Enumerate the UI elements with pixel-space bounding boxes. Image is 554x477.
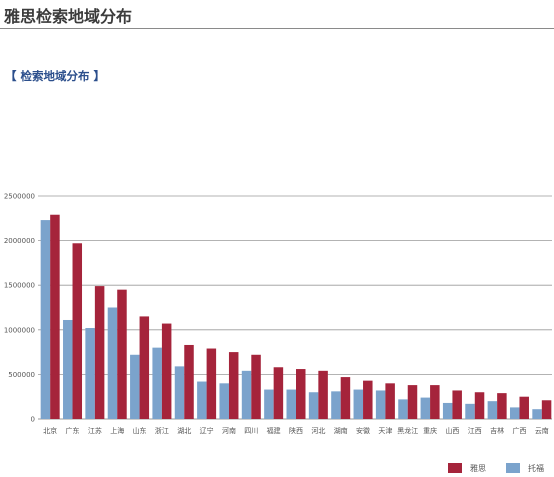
x-tick-label: 河南: [222, 426, 236, 435]
bar-ielts: [117, 289, 127, 419]
x-tick-label: 江西: [468, 427, 482, 435]
x-tick-label: 福建: [267, 426, 281, 435]
bar-ielts: [363, 380, 373, 419]
bar-ielts: [50, 214, 60, 419]
bar-ielts: [430, 385, 440, 419]
section-heading: 【 检索地域分布 】: [5, 69, 106, 83]
bar-toefl: [398, 399, 408, 419]
bar-ielts: [251, 354, 261, 419]
bar-ielts: [206, 348, 217, 419]
x-tick-label: 重庆: [423, 426, 437, 435]
x-tick-label: 江苏: [88, 426, 102, 435]
page-title: 雅思检索地域分布: [4, 7, 133, 26]
bar-toefl: [420, 397, 431, 419]
x-tick-label: 陕西: [289, 426, 303, 435]
x-tick-label: 湖南: [334, 426, 348, 435]
bar-toefl: [85, 328, 95, 419]
bar-toefl: [353, 389, 364, 419]
bar-ielts: [139, 316, 150, 419]
bar-ielts: [296, 369, 306, 419]
x-tick-label: 辽宁: [200, 426, 214, 435]
bar-ielts: [72, 243, 83, 419]
y-tick-label: 0: [31, 416, 35, 424]
bar-toefl: [286, 389, 296, 419]
bar-ielts: [318, 370, 328, 419]
x-tick-label: 河北: [311, 427, 325, 435]
bar-toefl: [308, 392, 319, 419]
x-tick-label: 湖北: [177, 426, 191, 435]
bar-toefl: [264, 389, 274, 419]
bar-toefl: [465, 403, 475, 419]
y-tick-label: 1500000: [4, 282, 35, 290]
x-tick-label: 广东: [66, 426, 80, 435]
x-tick-label: 广西: [512, 426, 526, 435]
legend-swatch-ielts: [448, 463, 462, 473]
x-tick-label: 云南: [535, 426, 549, 435]
x-tick-label: 吉林: [490, 426, 504, 435]
bar-toefl: [331, 391, 341, 419]
bar-toefl: [532, 409, 542, 419]
bar-ielts: [94, 286, 105, 419]
bar-toefl: [40, 220, 51, 419]
bar-ielts: [340, 377, 351, 419]
y-tick-label: 2500000: [4, 193, 35, 201]
bar-toefl: [63, 319, 73, 419]
legend-label-toefl: 托福: [528, 464, 544, 473]
bar-toefl: [152, 347, 162, 419]
bar-toefl: [174, 366, 185, 419]
x-tick-label: 四川: [244, 427, 258, 435]
title-divider: [0, 28, 554, 29]
bar-ielts: [519, 396, 529, 419]
bar-toefl: [197, 381, 207, 419]
y-tick-label: 500000: [8, 371, 35, 379]
bar-toefl: [219, 383, 229, 419]
x-tick-label: 山东: [133, 426, 147, 435]
legend-label-ielts: 雅思: [470, 464, 486, 473]
x-tick-label: 天津: [378, 427, 392, 435]
bar-ielts: [407, 385, 418, 419]
bar-ielts: [161, 323, 172, 419]
bar-toefl: [509, 407, 520, 419]
bar-toefl: [241, 370, 252, 419]
x-tick-label: 北京: [43, 426, 57, 435]
x-tick-label: 浙江: [155, 426, 169, 435]
bar-toefl: [130, 354, 140, 419]
legend-swatch-toefl: [506, 463, 520, 473]
bar-ielts: [273, 367, 284, 419]
bar-toefl: [487, 401, 498, 419]
x-tick-label: 安徽: [356, 426, 370, 435]
bar-toefl: [442, 402, 453, 419]
bar-ielts: [184, 344, 194, 419]
y-tick-label: 1000000: [4, 326, 35, 334]
bar-toefl: [107, 307, 118, 419]
bar-ielts: [497, 393, 507, 419]
x-tick-label: 上海: [110, 426, 124, 435]
x-tick-label: 山西: [445, 426, 459, 435]
bar-ielts: [228, 352, 239, 419]
bar-ielts: [385, 383, 395, 419]
y-tick-label: 2000000: [4, 237, 35, 245]
bar-ielts: [474, 392, 485, 419]
x-tick-label: 黑龙江: [397, 426, 418, 435]
bar-ielts: [452, 390, 462, 419]
bar-ielts: [541, 400, 552, 419]
bar-toefl: [375, 390, 386, 419]
